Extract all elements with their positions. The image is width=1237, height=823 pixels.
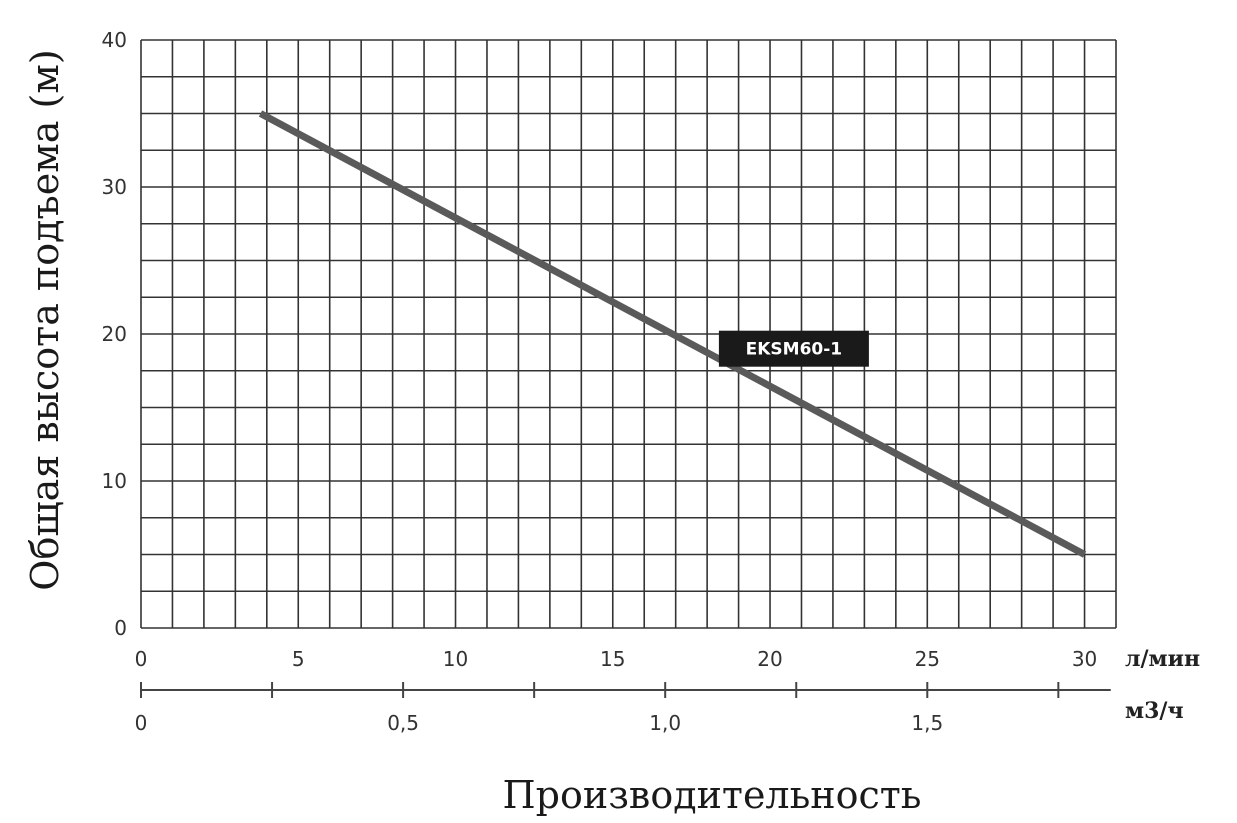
series-label-text: EKSM60-1 xyxy=(746,340,843,360)
x-tick-label: 0 xyxy=(135,647,148,671)
y-tick-label: 40 xyxy=(102,28,127,52)
series-label: EKSM60-1 xyxy=(718,330,869,367)
series-line xyxy=(258,110,1087,558)
x-tick-label: 10 xyxy=(443,647,468,671)
x2-tick-label: 0,5 xyxy=(387,711,419,735)
x2-tick-label: 0 xyxy=(135,711,148,735)
y-tick-label: 20 xyxy=(102,322,127,346)
x2-tick-label: 1,5 xyxy=(911,711,943,735)
y-tick-label: 0 xyxy=(114,616,127,640)
x-tick-label: 5 xyxy=(292,647,305,671)
y-axis-title: Общая высота подъема (м) xyxy=(23,49,67,590)
x-axis-title: Производительность xyxy=(503,773,922,817)
x-tick-label: 25 xyxy=(915,647,940,671)
x-tick-label: 20 xyxy=(757,647,782,671)
y-tick-label: 30 xyxy=(102,175,127,199)
x-axis-unit-l-min: л/мин xyxy=(1125,646,1200,672)
x-tick-label: 15 xyxy=(600,647,625,671)
x-tick-label: 30 xyxy=(1072,647,1097,671)
series-label-box xyxy=(718,330,869,367)
x2-axis-unit-m3-h: м3/ч xyxy=(1125,698,1184,724)
y-tick-label: 10 xyxy=(102,469,127,493)
x2-tick-label: 1,0 xyxy=(649,711,681,735)
series-layer: EKSM60-1 xyxy=(258,110,1087,558)
axes: 0 10 20 30 40 0 5 10 15 20 25 30 0 0,5 1,0 1,5 xyxy=(102,28,1111,735)
grid xyxy=(140,39,1117,629)
